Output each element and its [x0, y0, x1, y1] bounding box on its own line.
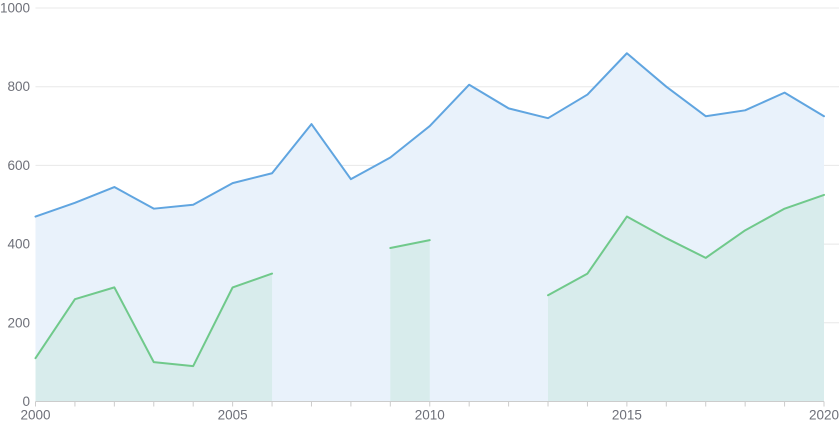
x-axis-tick-label: 2020 [809, 408, 839, 423]
y-axis-tick-label: 400 [7, 237, 30, 252]
blue-series-area [35, 53, 824, 402]
green-series-line [34, 272, 274, 368]
green-series-area [35, 273, 273, 402]
x-axis-tick-label: 2010 [415, 408, 445, 423]
x-axis-tick-label: 2000 [20, 408, 50, 423]
y-axis-tick-label: 600 [7, 158, 30, 173]
x-axis-tick-label: 2005 [218, 408, 248, 423]
green-series-area [390, 240, 430, 402]
y-axis-tick-label: 800 [7, 79, 30, 94]
y-axis-tick-label: 200 [7, 315, 30, 330]
y-axis-tick-label: 0 [22, 394, 30, 409]
green-series-line [547, 193, 825, 297]
green-series-line [389, 239, 431, 250]
y-axis-tick-label: 1000 [0, 1, 30, 16]
x-axis-tick-label: 2015 [612, 408, 642, 423]
blue-series-line [34, 52, 825, 218]
green-series-area [548, 194, 824, 402]
